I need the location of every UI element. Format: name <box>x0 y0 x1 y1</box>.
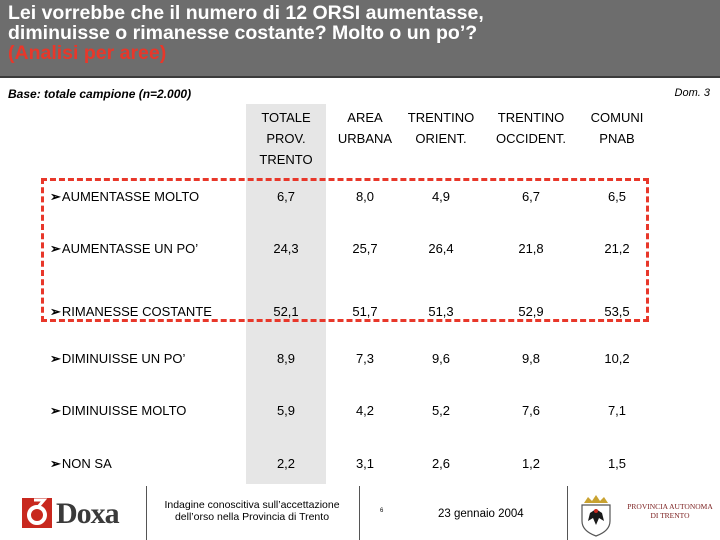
page-number: 6 <box>380 508 384 514</box>
row-label-text: AUMENTASSE MOLTO <box>61 189 200 204</box>
column-header: TRENTINO ORIENT. <box>407 110 475 146</box>
table-cell: 6,7 <box>276 189 296 204</box>
row-label: ➢RIMANESSE COSTANTE <box>50 304 212 320</box>
table-cell: 1,2 <box>521 456 541 471</box>
footer-note-line-1: Indagine conoscitiva sull’accettazione <box>164 499 340 511</box>
province-line-2: DI TRENTO <box>650 511 690 520</box>
table-cell: 5,9 <box>276 403 296 418</box>
table-cell: 21,8 <box>518 241 544 256</box>
row-label: ➢AUMENTASSE UN PO’ <box>50 241 198 257</box>
row-label-text: RIMANESSE COSTANTE <box>61 304 212 319</box>
trento-crest-icon <box>581 495 611 537</box>
question-ref: Dom. 3 <box>674 87 710 99</box>
table-cell: 7,1 <box>607 403 627 418</box>
bullet-arrow-icon: ➢ <box>50 241 61 256</box>
table-cell: 2,6 <box>431 456 451 471</box>
table-cell: 7,6 <box>521 403 541 418</box>
header-divider <box>0 76 720 78</box>
doxa-logo-text: Doxa <box>56 497 120 530</box>
row-label: ➢NON SA <box>50 456 112 472</box>
table-cell: 4,9 <box>431 189 451 204</box>
doxa-logo-icon <box>22 498 52 528</box>
footer-survey-note: Indagine conoscitiva sull’accettazione d… <box>146 499 358 523</box>
table-cell: 8,9 <box>276 351 296 366</box>
table-cell: 53,5 <box>604 304 630 319</box>
table-cell: 51,7 <box>352 304 378 319</box>
page-title: Lei vorrebbe che il numero di 12 ORSI au… <box>8 3 708 63</box>
title-subtitle: (Analisi per aree) <box>8 42 167 64</box>
row-label: ➢DIMINUISSE MOLTO <box>50 403 186 419</box>
bullet-arrow-icon: ➢ <box>50 456 61 471</box>
table-cell: 8,0 <box>355 189 375 204</box>
table-cell: 26,4 <box>428 241 454 256</box>
row-label: ➢DIMINUISSE UN PO’ <box>50 351 185 367</box>
row-label-text: DIMINUISSE UN PO’ <box>61 351 186 366</box>
bullet-arrow-icon: ➢ <box>50 189 61 204</box>
row-label-text: DIMINUISSE MOLTO <box>61 403 187 418</box>
bullet-arrow-icon: ➢ <box>50 351 61 366</box>
table-cell: 1,5 <box>607 456 627 471</box>
column-header: AREA URBANA <box>337 110 393 146</box>
footer-note-frame <box>146 486 360 540</box>
table-cell: 52,1 <box>273 304 299 319</box>
title-line-2: diminuisse o rimanesse costante? Molto o… <box>8 22 478 44</box>
title-bar: Lei vorrebbe che il numero di 12 ORSI au… <box>0 0 720 76</box>
table-cell: 52,9 <box>518 304 544 319</box>
table-cell: 2,2 <box>276 456 296 471</box>
table-cell: 3,1 <box>355 456 375 471</box>
column-header: COMUNI PNAB <box>590 110 644 146</box>
table-cell: 24,3 <box>273 241 299 256</box>
table-cell: 51,3 <box>428 304 454 319</box>
row-label: ➢AUMENTASSE MOLTO <box>50 189 199 205</box>
table-cell: 7,3 <box>355 351 375 366</box>
bullet-arrow-icon: ➢ <box>50 403 61 418</box>
table-cell: 21,2 <box>604 241 630 256</box>
table-cell: 5,2 <box>431 403 451 418</box>
table-cell: 9,8 <box>521 351 541 366</box>
footer-divider <box>567 486 568 540</box>
table-cell: 10,2 <box>604 351 630 366</box>
province-line-1: PROVINCIA AUTONOMA <box>627 502 713 511</box>
title-line-1: Lei vorrebbe che il numero di 12 ORSI au… <box>8 2 484 24</box>
total-column-highlight <box>246 104 326 484</box>
row-label-text: AUMENTASSE UN PO’ <box>61 241 199 256</box>
increase-highlight-box <box>41 178 649 322</box>
column-header: TRENTINO OCCIDENT. <box>495 110 567 146</box>
footer-date: 23 gennaio 2004 <box>438 508 524 520</box>
table-cell: 6,7 <box>521 189 541 204</box>
table-cell: 6,5 <box>607 189 627 204</box>
footer-note-line-2: dell’orso nella Provincia di Trento <box>174 511 330 523</box>
column-header: TOTALE PROV. TRENTO <box>259 110 313 167</box>
province-name: PROVINCIA AUTONOMA DI TRENTO <box>624 502 716 520</box>
table-cell: 4,2 <box>355 403 375 418</box>
bullet-arrow-icon: ➢ <box>50 304 61 319</box>
table-cell: 25,7 <box>352 241 378 256</box>
row-label-text: NON SA <box>61 456 112 471</box>
base-note: Base: totale campione (n=2.000) <box>8 87 192 101</box>
table-cell: 9,6 <box>431 351 451 366</box>
